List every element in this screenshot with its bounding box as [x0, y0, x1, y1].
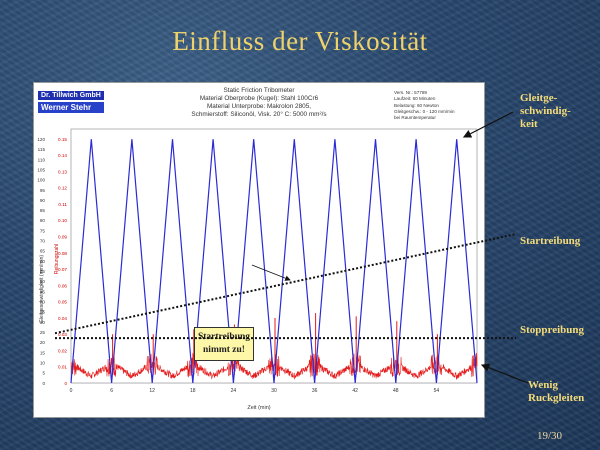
y-axis-left-label: Gleitgeschwindigkeit (mm/min)	[39, 255, 45, 323]
chart-header-line: Material Oberprobe (Kugel): Stahl 100Cr6	[199, 95, 319, 102]
y-left-tick-label: 0	[42, 381, 45, 386]
logo-company-name: Dr. Tillwich GmbH	[38, 91, 104, 100]
test-parameters: Vers. Nr.: 57789 Laufzeit: 60 Minuten Be…	[394, 90, 482, 121]
y-right-tick-label: 0.01	[58, 365, 67, 370]
y-right-tick-label: 0.02	[58, 348, 67, 353]
y-left-tick-label: 20	[40, 340, 46, 345]
x-tick-label: 24	[231, 388, 237, 394]
callout-line: Startreibung	[197, 332, 251, 342]
friction-line	[70, 352, 478, 381]
y-left-tick-label: 105	[37, 167, 45, 172]
x-axis-label: Zeit (min)	[247, 405, 270, 411]
y-right-tick-label: 0.12	[58, 186, 67, 191]
x-tick-label: 54	[434, 388, 440, 394]
y-axis-right-label: Reibungszahl	[54, 244, 60, 274]
y-right-tick-label: 0.14	[58, 153, 67, 158]
y-right-tick-label: 0.15	[58, 137, 67, 142]
x-tick-label: 18	[190, 388, 196, 394]
y-left-tick-label: 95	[40, 188, 46, 193]
y-left-tick-label: 30	[40, 320, 46, 325]
y-left-tick-label: 15	[40, 350, 46, 355]
y-right-tick-label: 0.09	[58, 234, 67, 239]
param-line: Vers. Nr.: 57789	[394, 90, 427, 95]
chart-header-line: Material Unterprobe: Makrolon 2805,	[206, 103, 312, 110]
x-tick-label: 12	[149, 388, 155, 394]
param-line: Belastung: 60 Newton	[394, 102, 439, 108]
chart-header-line: Static Friction Tribometer	[223, 87, 295, 94]
y-left-tick-label: 60	[40, 259, 46, 264]
y-left-tick-label: 80	[40, 218, 46, 223]
logo-author-name: Werner Stehr	[38, 102, 104, 113]
chart-axes	[70, 128, 478, 384]
y-left-tick-label: 25	[40, 330, 46, 335]
x-tick-label: 42	[352, 388, 358, 394]
y-right-tick-label: 0.06	[58, 283, 67, 288]
y-left-tick-label: 100	[37, 178, 45, 183]
speed-series	[70, 139, 478, 384]
annotation-wenig-ruckgleiten: Wenig Ruckgleiten	[528, 379, 584, 405]
chart-header: Static Friction Tribometer Material Ober…	[164, 87, 354, 119]
y-left-tick-label: 50	[40, 279, 46, 284]
page-number: 19/30	[536, 430, 562, 442]
chart-header-line: Schmierstoff: Siliconöl, Visk. 20° C: 50…	[191, 111, 327, 118]
y-right-tick-label: 0.03	[58, 332, 67, 337]
x-tick-label: 6	[110, 388, 113, 394]
chart-panel: Dr. Tillwich GmbH Werner Stehr Static Fr…	[33, 82, 485, 418]
y-right-tick-label: 0.05	[58, 300, 67, 305]
param-line: bei Raumtemperatur	[394, 115, 436, 121]
y-right-tick-label: 0	[64, 381, 67, 386]
x-tick-label: 30	[271, 388, 277, 394]
annotation-stoppreibung: Stoppreibung	[520, 324, 584, 336]
slide-title: Einfluss der Viskosität	[172, 26, 428, 56]
callout-line: nimmt zu!	[203, 345, 245, 355]
y-left-tick-label: 115	[38, 147, 46, 152]
y-left-tick-label: 110	[38, 157, 46, 162]
x-tick-label: 36	[312, 388, 318, 394]
annotation-line: keit	[520, 118, 538, 130]
company-logo: Dr. Tillwich GmbH Werner Stehr	[38, 91, 104, 115]
y-left-tick-label: 55	[40, 269, 46, 274]
y-right-tick-label: 0.10	[58, 218, 67, 223]
y-left-tick-label: 10	[40, 360, 46, 365]
y-left-tick-label: 35	[40, 310, 46, 315]
plot-area	[70, 128, 478, 384]
y-left-tick-label: 40	[40, 300, 46, 305]
y-left-tick-label: 90	[40, 198, 46, 203]
y-right-tick-label: 0.13	[58, 169, 67, 174]
annotation-startreibung: Startreibung	[520, 235, 581, 247]
annotation-gleitgeschwindigkeit: Gleitge- schwindig- keit	[520, 92, 571, 131]
y-left-tick-label: 120	[37, 137, 45, 142]
y-left-tick-label: 85	[40, 208, 46, 213]
y-left-tick-label: 45	[40, 289, 46, 294]
y-left-tick-label: 70	[40, 239, 46, 244]
friction-chart: 0510152025303540455055606570758085909510…	[37, 128, 478, 411]
y-right-tick-label: 0.11	[58, 202, 67, 207]
annotation-line: Wenig	[528, 379, 558, 391]
y-left-tick-label: 5	[42, 371, 45, 376]
y-left-tick-label: 75	[40, 228, 46, 233]
param-line: Laufzeit: 60 Minuten	[394, 96, 436, 102]
annotation-line: Gleitge-	[520, 92, 558, 104]
callout-box: Startreibung nimmt zu!	[194, 327, 254, 361]
x-tick-label: 0	[70, 388, 73, 394]
annotation-line: Ruckgleiten	[528, 392, 585, 404]
param-line: Gleitgeschw.: 0 - 120 mm/min	[394, 108, 455, 114]
annotation-line: schwindig-	[520, 105, 571, 117]
y-right-tick-label: 0.04	[58, 316, 67, 321]
y-left-tick-label: 65	[40, 249, 46, 254]
x-tick-label: 48	[393, 388, 399, 394]
